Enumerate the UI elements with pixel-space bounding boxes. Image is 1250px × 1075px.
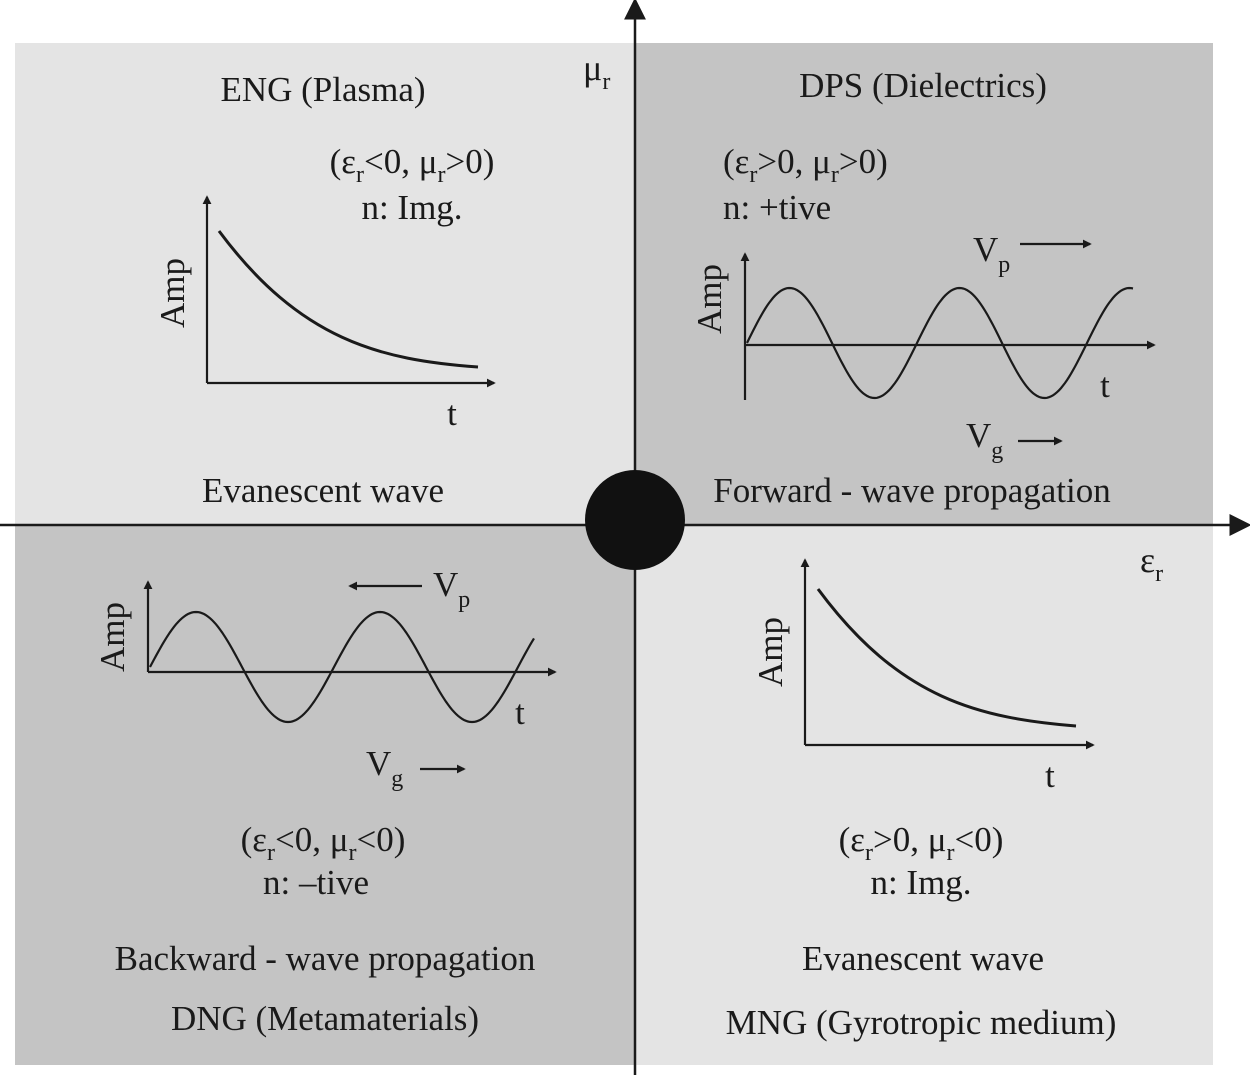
mng-condition: (εr>0, μr<0)	[839, 820, 1004, 866]
mng-amplitude-plot: Amp t	[751, 558, 1095, 795]
eng-title: ENG (Plasma)	[220, 70, 425, 109]
eng-decay-curve	[217, 230, 479, 369]
mng-plot-x-label: t	[1045, 756, 1055, 795]
dng-wave-type: Backward - wave propagation	[115, 939, 536, 978]
dng-title: DNG (Metamaterials)	[171, 999, 479, 1038]
quadrant-bg-dng	[15, 525, 635, 1065]
dng-sine-wave	[149, 610, 535, 724]
dps-group-velocity-label: Vg	[966, 416, 1003, 464]
eng-plot-x-label: t	[447, 394, 457, 433]
epsilon-axis-label: εr	[1140, 540, 1163, 587]
dps-condition: (εr>0, μr>0)	[723, 142, 888, 188]
dps-phase-velocity-label: Vp	[973, 230, 1010, 278]
mng-decay-curve	[816, 588, 1077, 728]
dps-title: DPS (Dielectrics)	[799, 66, 1047, 105]
dps-wave-type: Forward - wave propagation	[713, 471, 1111, 510]
mng-plot-y-label: Amp	[751, 617, 790, 687]
mng-wave-type: Evanescent wave	[802, 939, 1044, 978]
quadrant-bg-dps	[635, 43, 1213, 525]
eng-amplitude-plot: Amp t	[153, 195, 496, 433]
dps-refractive-index: n: +tive	[723, 188, 831, 227]
eng-condition: (εr<0, μr>0)	[330, 142, 495, 188]
dng-refractive-index: n: –tive	[263, 863, 369, 902]
dng-condition: (εr<0, μr<0)	[241, 820, 406, 866]
mng-refractive-index: n: Img.	[870, 863, 971, 902]
dng-amplitude-plot: Amp t Vp Vg	[93, 565, 557, 792]
quadrant-bg-eng	[15, 43, 635, 525]
dng-phase-velocity-label: Vp	[433, 565, 470, 613]
eng-wave-type: Evanescent wave	[202, 471, 444, 510]
dps-plot-x-label: t	[1100, 366, 1110, 405]
mng-title: MNG (Gyrotropic medium)	[726, 1003, 1117, 1042]
origin-dot	[585, 470, 685, 570]
dng-plot-x-label: t	[515, 693, 525, 732]
quadrant-bg-mng	[635, 525, 1213, 1065]
dps-plot-y-label: Amp	[690, 264, 729, 334]
eng-plot-y-label: Amp	[153, 258, 192, 328]
mu-axis-label: μr	[583, 48, 610, 95]
dps-sine-wave	[746, 286, 1134, 400]
dng-plot-y-label: Amp	[93, 602, 132, 672]
eng-refractive-index: n: Img.	[361, 188, 462, 227]
dng-group-velocity-label: Vg	[366, 744, 403, 792]
dps-amplitude-plot: Amp t Vp Vg	[690, 230, 1156, 464]
